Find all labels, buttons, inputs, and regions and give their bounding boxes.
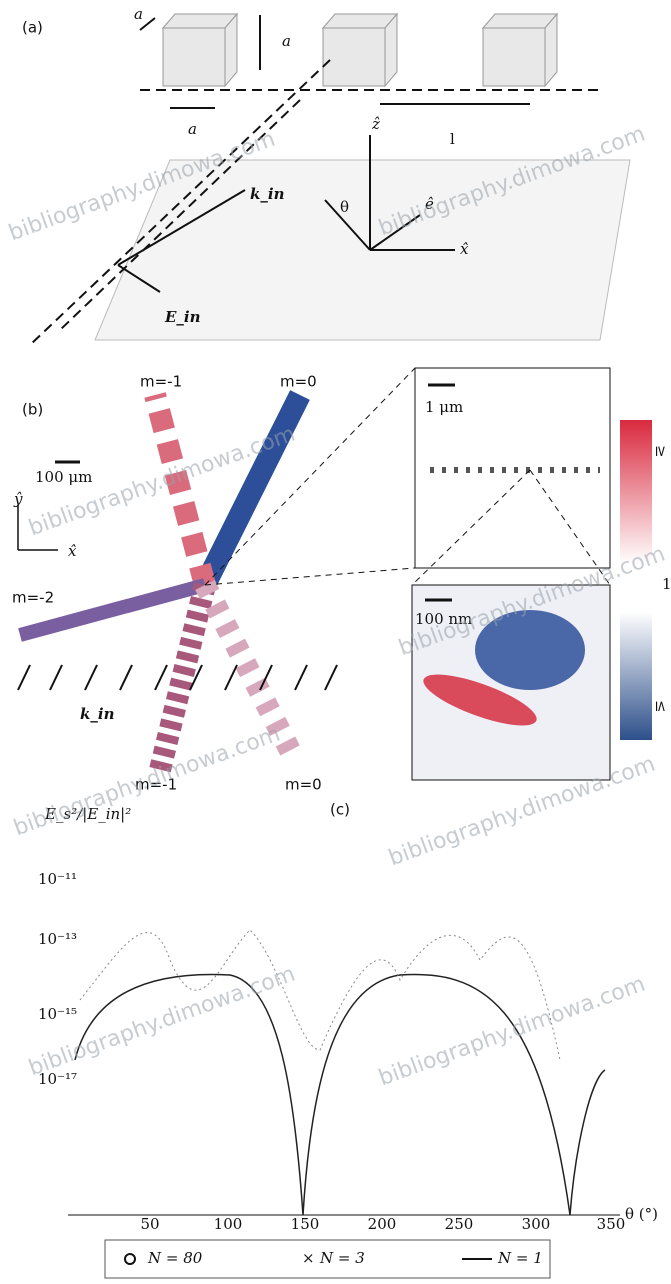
legend-marker: ×	[302, 1249, 315, 1267]
watermark: bibliography.dimowa.com	[11, 722, 284, 842]
y-tick-label: 10⁻¹¹	[38, 870, 77, 888]
y-axis-label: E_s²/|E_in|²	[44, 805, 131, 823]
y-tick-label: 10⁻¹³	[38, 930, 77, 948]
colorbar-label: ≤	[652, 700, 670, 713]
zoom-lines	[204, 367, 611, 586]
panel-label: (c)	[330, 801, 350, 819]
legend-label: N = 80	[147, 1249, 203, 1267]
label: θ	[340, 198, 349, 216]
watermark: bibliography.dimowa.com	[376, 972, 649, 1092]
label: k_in	[80, 705, 115, 723]
label: a	[134, 5, 143, 23]
panel-label: (b)	[22, 401, 43, 419]
colorbar	[620, 420, 652, 740]
label: l	[450, 130, 455, 148]
order-label: m=-2	[12, 589, 54, 607]
label: ê	[425, 195, 434, 213]
x-tick-label: 150	[291, 1215, 320, 1233]
x-tick-label: 300	[522, 1215, 551, 1233]
x-tick-label: 50	[140, 1215, 159, 1233]
panel-label: (a)	[22, 19, 43, 37]
field	[423, 674, 537, 726]
y-tick-label: 10⁻¹⁷	[38, 1070, 77, 1088]
label: ŷ	[13, 490, 23, 508]
cubes	[161, 12, 559, 88]
scale-label: 100 nm	[415, 610, 472, 628]
y-tick-label: 10⁻¹⁵	[38, 1005, 77, 1023]
label: x̂	[460, 240, 469, 258]
label: k_in	[250, 185, 285, 203]
label: E_in	[164, 308, 201, 326]
x-tick-label: 100	[214, 1215, 243, 1233]
axes-icon	[17, 505, 58, 551]
x-tick-label: 350	[597, 1215, 626, 1233]
legend-marker	[124, 1253, 136, 1265]
order-label: m=-1	[135, 776, 177, 794]
order-label: m=-1	[140, 373, 182, 391]
scale-label: 1 μm	[425, 398, 463, 416]
scale-label: 100 μm	[35, 468, 92, 486]
label: a	[188, 120, 197, 138]
legend-label: N = 1	[497, 1249, 543, 1267]
colorbar-label: 1	[662, 575, 671, 593]
panel-b: (b) m=-1 m=0 m=-2 m=-1 m=0 100 μm ŷ x̂ k…	[12, 367, 671, 794]
panel-a: (a) a a a l ẑ x̂ θ ê k_in E_in	[22, 5, 631, 346]
order-label: m=0	[285, 776, 322, 794]
label: x̂	[68, 542, 77, 560]
colorbar-label: ≥	[652, 445, 670, 458]
label: a	[282, 32, 291, 50]
lines	[29, 15, 600, 346]
order-label: m=0	[280, 373, 317, 391]
field	[475, 610, 585, 690]
legend-label: N = 3	[319, 1249, 365, 1267]
x-axis-label: θ (°)	[625, 1205, 658, 1223]
plane	[94, 159, 631, 341]
x-tick-label: 200	[368, 1215, 397, 1233]
beams	[18, 390, 310, 773]
k-arrows	[17, 664, 338, 691]
panel-c: (c) E_s²/|E_in|² 10⁻¹¹ 10⁻¹³ 10⁻¹⁵ 10⁻¹⁷…	[38, 801, 658, 1279]
label: ẑ	[371, 115, 380, 133]
x-tick-label: 250	[445, 1215, 474, 1233]
